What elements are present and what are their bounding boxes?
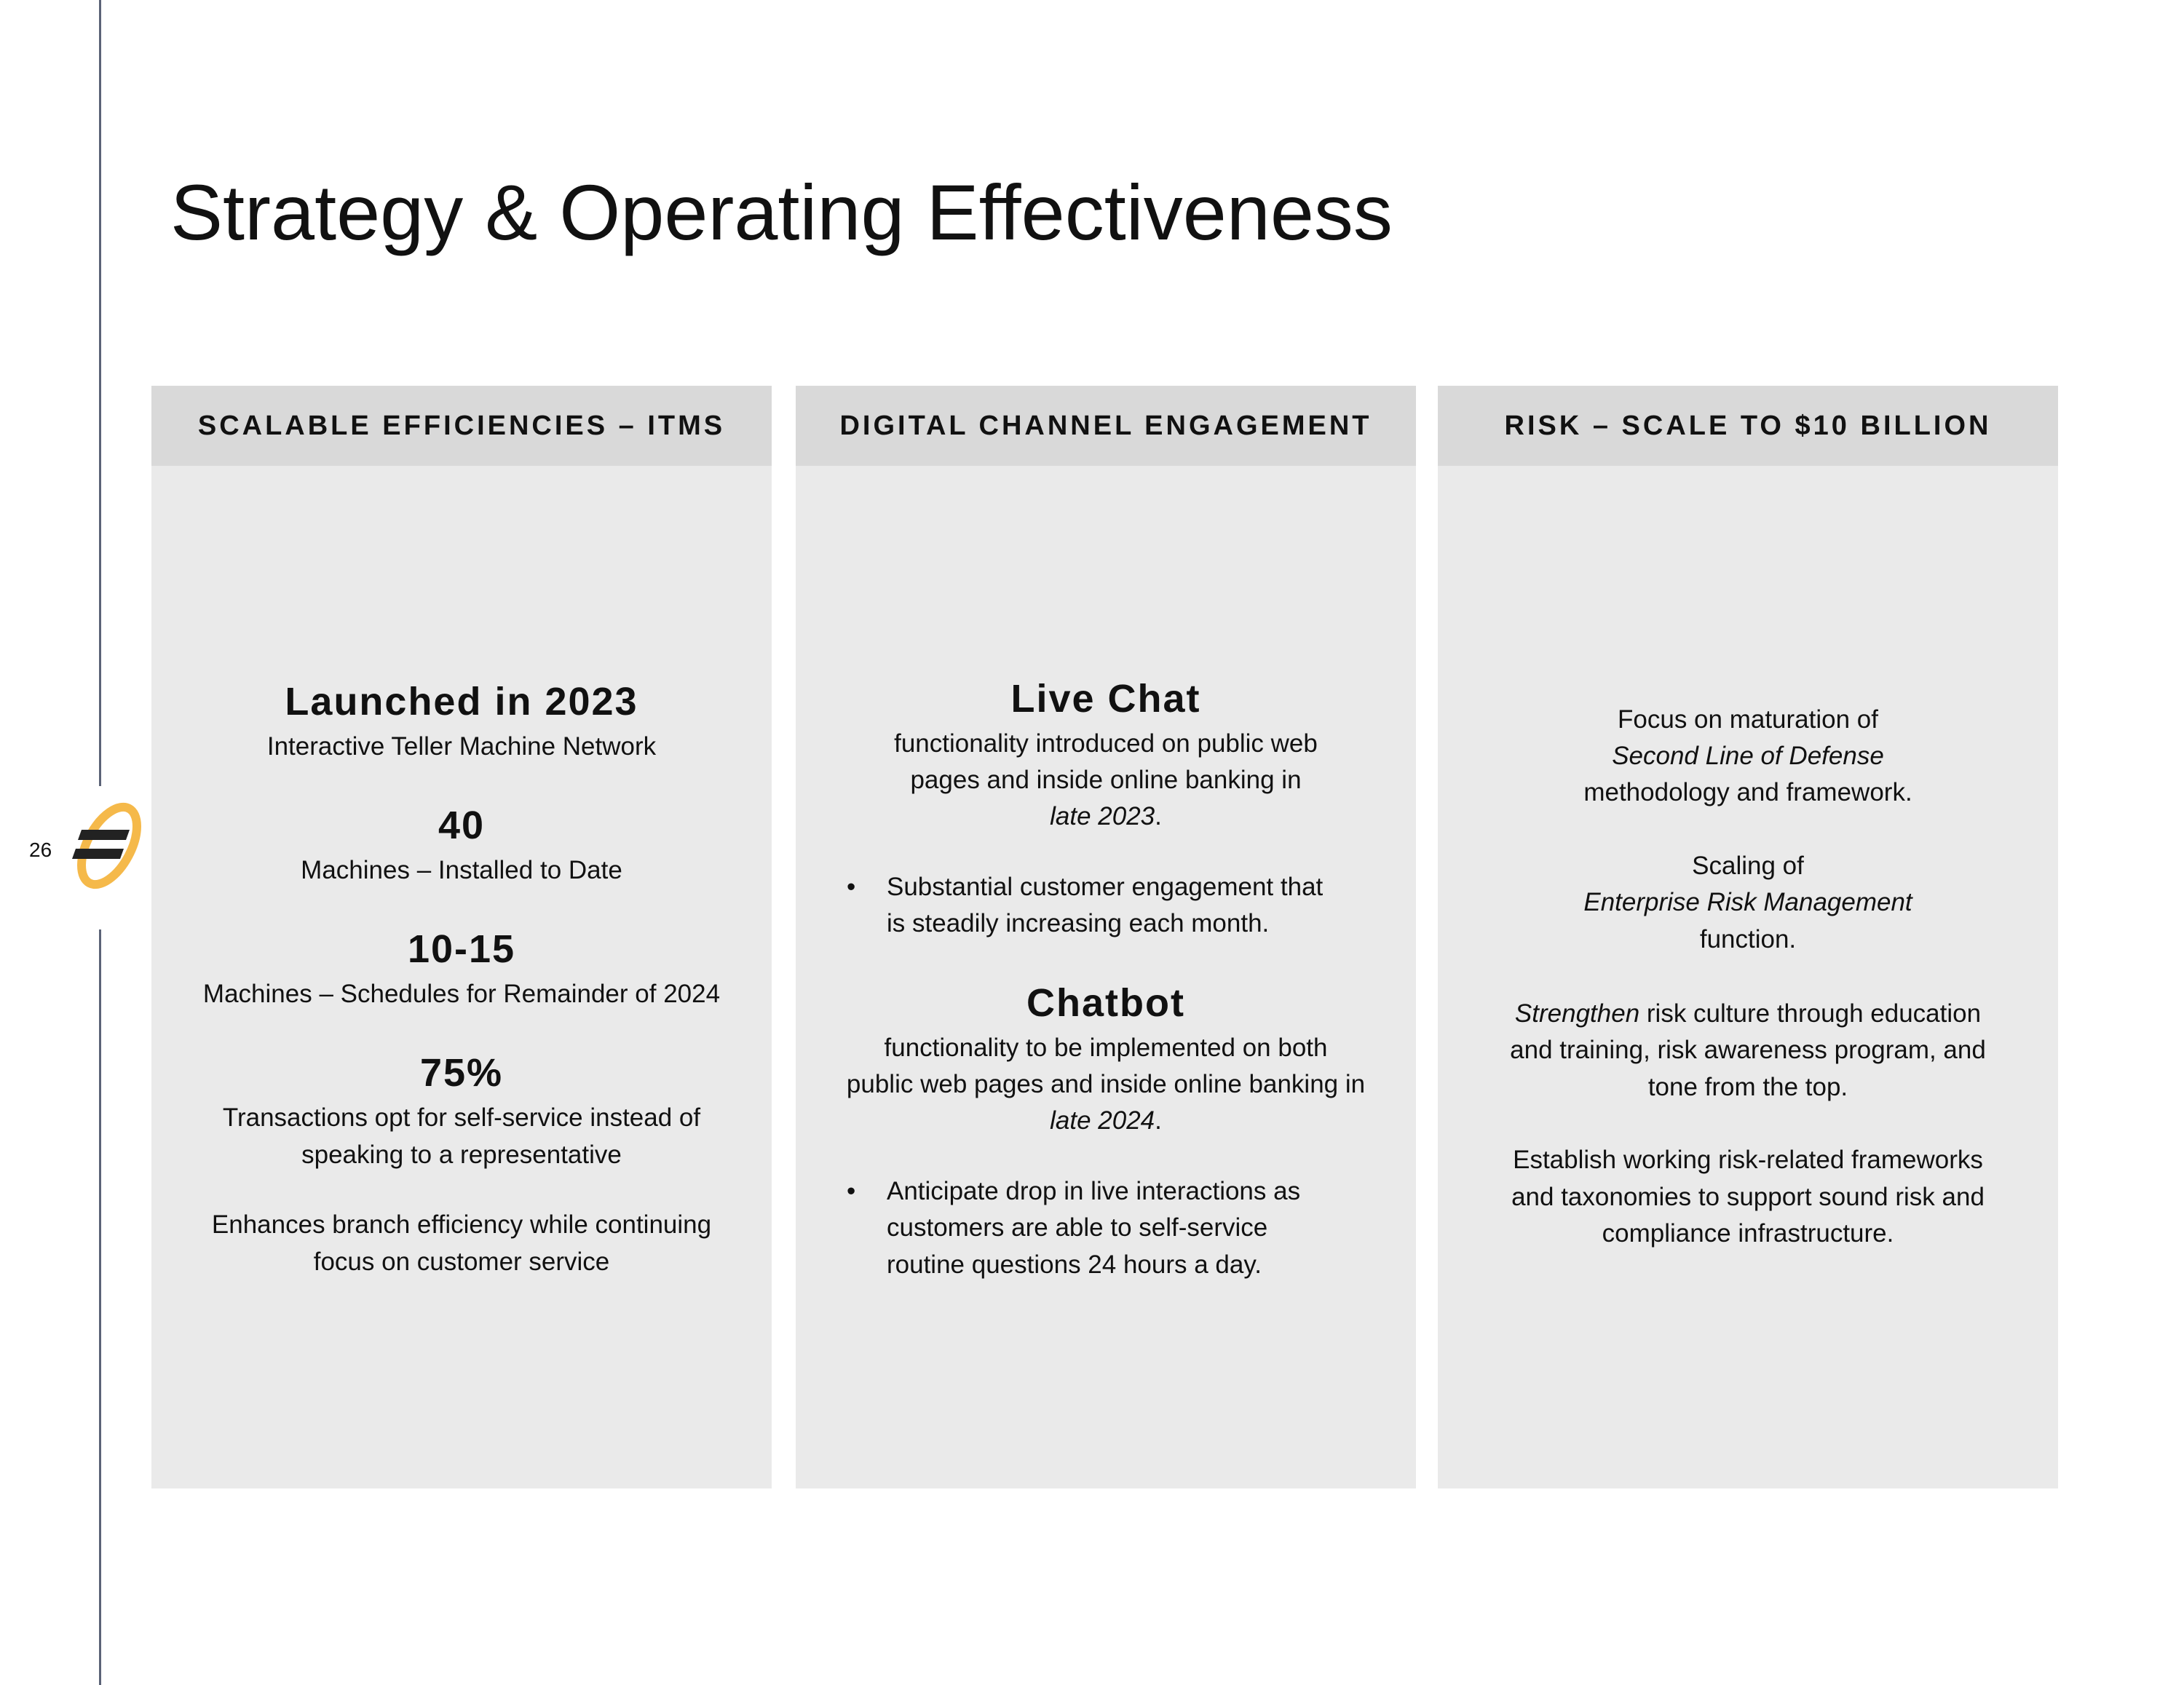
text-segment: Launched in 2023 xyxy=(285,680,638,723)
text-line: and taxonomies to support sound risk and xyxy=(1438,1179,2058,1216)
text-segment: Transactions opt for self-service instea… xyxy=(222,1103,701,1132)
section-heading: 10-15 xyxy=(151,926,772,972)
text-line: Strengthen risk culture through educatio… xyxy=(1438,996,2058,1032)
text-segment: . xyxy=(1155,802,1162,830)
text-segment: Enhances branch efficiency while continu… xyxy=(211,1210,712,1239)
text-line: is steadily increasing each month. xyxy=(796,905,1416,942)
text-line: Machines – Schedules for Remainder of 20… xyxy=(151,976,772,1012)
text-segment: and training, risk awareness program, an… xyxy=(1510,1036,1986,1064)
text-segment: Machines – Schedules for Remainder of 20… xyxy=(202,980,721,1008)
text-segment: focus on customer service xyxy=(313,1248,610,1276)
text-line: and training, risk awareness program, an… xyxy=(1438,1032,2058,1069)
text-line: pages and inside online banking in xyxy=(796,762,1416,798)
text-line: late 2023. xyxy=(796,798,1416,835)
text-line: methodology and framework. xyxy=(1438,774,2058,811)
text-segment: Establish working risk-related framework… xyxy=(1513,1146,1983,1174)
page-number: 26 xyxy=(29,838,52,861)
section-heading: 75% xyxy=(151,1050,772,1096)
text-segment: Scaling of xyxy=(1692,852,1804,880)
column-header: DIGITAL CHANNEL ENGAGEMENT xyxy=(796,386,1416,466)
column-panel: SCALABLE EFFICIENCIES – ITMS Launched in … xyxy=(151,386,772,1488)
text-line: Scaling of xyxy=(1438,848,2058,884)
text-line: Transactions opt for self-service instea… xyxy=(151,1100,772,1136)
text-segment: compliance infrastructure. xyxy=(1602,1219,1894,1248)
text-line: Machines – Installed to Date xyxy=(151,852,772,889)
text-line: • Anticipate drop in live interactions as xyxy=(796,1173,1416,1210)
bullet-icon: • xyxy=(847,873,856,901)
text-segment: and taxonomies to support sound risk and xyxy=(1511,1183,1985,1211)
column-panel: RISK – SCALE TO $10 BILLION Focus on matu… xyxy=(1438,386,2058,1488)
text-segment: public web pages and inside online banki… xyxy=(846,1070,1366,1098)
emphasis-text: late 2024 xyxy=(1050,1106,1155,1135)
section-heading: Launched in 2023 xyxy=(151,678,772,725)
text-line: compliance infrastructure. xyxy=(1438,1216,2058,1252)
text-line: tone from the top. xyxy=(1438,1069,2058,1106)
text-segment: Interactive Teller Machine Network xyxy=(266,732,657,761)
text-segment: risk culture through education xyxy=(1639,999,1982,1028)
text-line: Interactive Teller Machine Network xyxy=(151,729,772,765)
emphasis-text: Strengthen xyxy=(1514,999,1640,1028)
bank-logo-icon xyxy=(72,802,141,889)
text-line: Enterprise Risk Management xyxy=(1438,884,2058,921)
text-segment: speaking to a representative xyxy=(301,1141,622,1169)
text-line: focus on customer service xyxy=(151,1244,772,1280)
emphasis-text: late 2023 xyxy=(1050,802,1155,830)
text-segment: routine questions 24 hours a day. xyxy=(887,1250,1262,1279)
text-line: • Substantial customer engagement that xyxy=(796,869,1416,905)
text-segment: Machines – Installed to Date xyxy=(301,856,622,884)
text-segment: customers are able to self-service xyxy=(887,1213,1268,1242)
emphasis-text: Enterprise Risk Management xyxy=(1583,888,1912,916)
text-segment: function. xyxy=(1699,925,1797,953)
text-segment: tone from the top. xyxy=(1647,1073,1848,1101)
text-segment: 10-15 xyxy=(407,927,516,971)
text-segment: . xyxy=(1155,1106,1162,1135)
text-segment: pages and inside online banking in xyxy=(910,766,1302,794)
text-line: function. xyxy=(1438,921,2058,958)
text-segment: functionality to be implemented on both xyxy=(884,1034,1328,1062)
section-heading: Chatbot xyxy=(796,980,1416,1026)
text-segment: 75% xyxy=(419,1051,504,1095)
text-segment: Focus on maturation of xyxy=(1618,705,1878,734)
emphasis-text: Second Line of Defense xyxy=(1612,742,1884,770)
section-heading: Live Chat xyxy=(796,675,1416,722)
section-heading: 40 xyxy=(151,802,772,849)
text-line: speaking to a representative xyxy=(151,1137,772,1173)
text-segment: functionality introduced on public web xyxy=(894,729,1318,758)
column-header: RISK – SCALE TO $10 BILLION xyxy=(1438,386,2058,466)
text-line: public web pages and inside online banki… xyxy=(796,1066,1416,1103)
text-segment: is steadily increasing each month. xyxy=(887,909,1270,937)
text-segment: Live Chat xyxy=(1010,677,1201,721)
text-line: Focus on maturation of xyxy=(1438,702,2058,738)
text-segment: methodology and framework. xyxy=(1583,778,1912,806)
text-segment: Chatbot xyxy=(1026,981,1185,1025)
text-segment: 40 xyxy=(438,804,486,847)
text-line: routine questions 24 hours a day. xyxy=(796,1247,1416,1283)
page-title: Strategy & Operating Effectiveness xyxy=(170,168,1393,256)
text-line: late 2024. xyxy=(796,1103,1416,1139)
text-segment: Anticipate drop in live interactions as xyxy=(887,1177,1301,1205)
text-line: functionality introduced on public web xyxy=(796,726,1416,762)
divider-line-bottom xyxy=(99,929,101,1685)
divider-line-top xyxy=(99,0,101,786)
text-line: functionality to be implemented on both xyxy=(796,1030,1416,1066)
text-segment: Substantial customer engagement that xyxy=(887,873,1324,901)
text-line: Enhances branch efficiency while continu… xyxy=(151,1207,772,1243)
text-line: customers are able to self-service xyxy=(796,1210,1416,1246)
text-line: Establish working risk-related framework… xyxy=(1438,1142,2058,1178)
text-line: Second Line of Defense xyxy=(1438,738,2058,774)
column-header: SCALABLE EFFICIENCIES – ITMS xyxy=(151,386,772,466)
column-panel: DIGITAL CHANNEL ENGAGEMENT Live Chat funct… xyxy=(796,386,1416,1488)
bullet-icon: • xyxy=(847,1177,856,1205)
